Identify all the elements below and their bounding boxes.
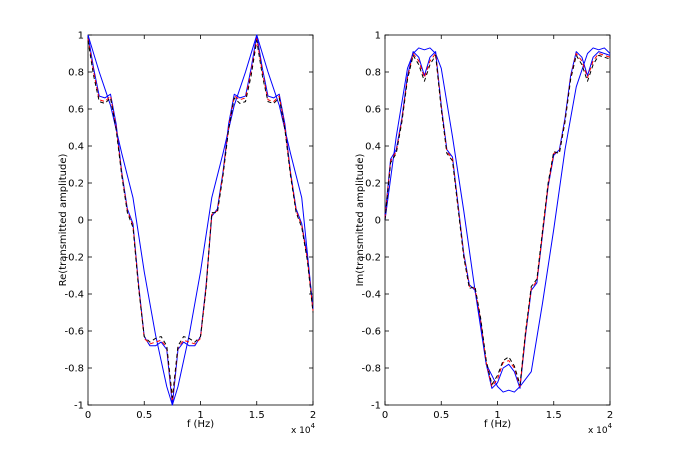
x-axis-label-re: f (Hz) bbox=[187, 419, 214, 430]
y-tick-label: -0.4 bbox=[64, 290, 84, 301]
x-tick-label: 0 bbox=[85, 410, 91, 421]
x-exponent-power-re: 4 bbox=[311, 422, 316, 430]
y-tick-label: 0 bbox=[78, 216, 84, 227]
y-tick-label: 0.8 bbox=[68, 68, 84, 79]
y-tick-label: -0.8 bbox=[64, 364, 84, 375]
chart-panel-re: 0 0.5 1 1.5 2 -1 -0.8 -0.6 -0.4 -0.2 0 0.2 0.4 0.6 0.8… bbox=[58, 31, 316, 437]
x-tick-label: 0.5 bbox=[433, 410, 449, 421]
y-tick-label: 0 bbox=[375, 216, 381, 227]
x-tick-label: 0.5 bbox=[136, 410, 152, 421]
y-tick-label: -0.8 bbox=[361, 364, 381, 375]
y-tick-label: 0.4 bbox=[68, 142, 84, 153]
y-tick-label: -0.2 bbox=[361, 253, 381, 264]
x-tick-label: 1 bbox=[494, 410, 500, 421]
y-tick-label: 1 bbox=[375, 31, 381, 42]
y-tick-label: 0.2 bbox=[68, 179, 84, 190]
y-tick-label: -0.4 bbox=[361, 290, 381, 301]
x-tick-label: 1.5 bbox=[249, 410, 265, 421]
plot-area-re bbox=[87, 34, 314, 406]
x-axis-label-im: f (Hz) bbox=[484, 419, 511, 430]
x-exponent-base-re: x 10 bbox=[291, 426, 311, 436]
ticks-re: 0 0.5 1 1.5 2 -1 -0.8 -0.6 -0.4 -0.2 0 0.2 0.4 0.6 0.8… bbox=[64, 31, 316, 422]
series-line-im-3 bbox=[384, 54, 611, 386]
x-tick-label: 0 bbox=[382, 410, 388, 421]
plot-area-im bbox=[384, 34, 611, 406]
y-tick-label: -0.2 bbox=[64, 253, 84, 264]
y-tick-label: 0.2 bbox=[365, 179, 381, 190]
x-tick-label: 2 bbox=[310, 410, 316, 421]
y-tick-label: 1 bbox=[78, 31, 84, 42]
x-exponent-base-im: x 10 bbox=[588, 426, 608, 436]
x-tick-label: 2 bbox=[607, 410, 613, 421]
x-exponent-power-im: 4 bbox=[608, 422, 613, 430]
y-tick-label: -0.6 bbox=[64, 327, 84, 338]
series-line-re-0 bbox=[87, 34, 314, 406]
y-tick-label: -1 bbox=[371, 401, 381, 412]
x-exponent-label-im: x 104 bbox=[588, 422, 613, 436]
ticks-im: 0 0.5 1 1.5 2 -1 -0.8 -0.6 -0.4 -0.2 0 0.2 0.4 0.6 0.8… bbox=[361, 31, 613, 422]
y-tick-label: 0.4 bbox=[365, 142, 381, 153]
y-tick-label: -0.6 bbox=[361, 327, 381, 338]
series-group-re bbox=[87, 34, 314, 406]
y-tick-label: 0.6 bbox=[68, 105, 84, 116]
x-exponent-label-re: x 104 bbox=[291, 422, 316, 436]
series-line-im-0 bbox=[384, 47, 611, 393]
y-axis-label-im: Im(transmitted amplitude) bbox=[355, 154, 366, 287]
series-line-re-2 bbox=[87, 38, 314, 402]
series-line-im-2 bbox=[384, 53, 611, 387]
series-line-re-3 bbox=[87, 40, 314, 399]
series-group-im bbox=[384, 47, 611, 393]
y-tick-label: 0.8 bbox=[365, 68, 381, 79]
x-tick-label: 1 bbox=[197, 410, 203, 421]
chart-panel-im: 0 0.5 1 1.5 2 -1 -0.8 -0.6 -0.4 -0.2 0 0.2 0.4 0.6 0.8… bbox=[355, 31, 613, 437]
y-tick-label: -1 bbox=[74, 401, 84, 412]
x-tick-label: 1.5 bbox=[546, 410, 562, 421]
y-axis-label-re: Re(transmitted amplitude) bbox=[58, 154, 69, 287]
y-tick-label: 0.6 bbox=[365, 105, 381, 116]
